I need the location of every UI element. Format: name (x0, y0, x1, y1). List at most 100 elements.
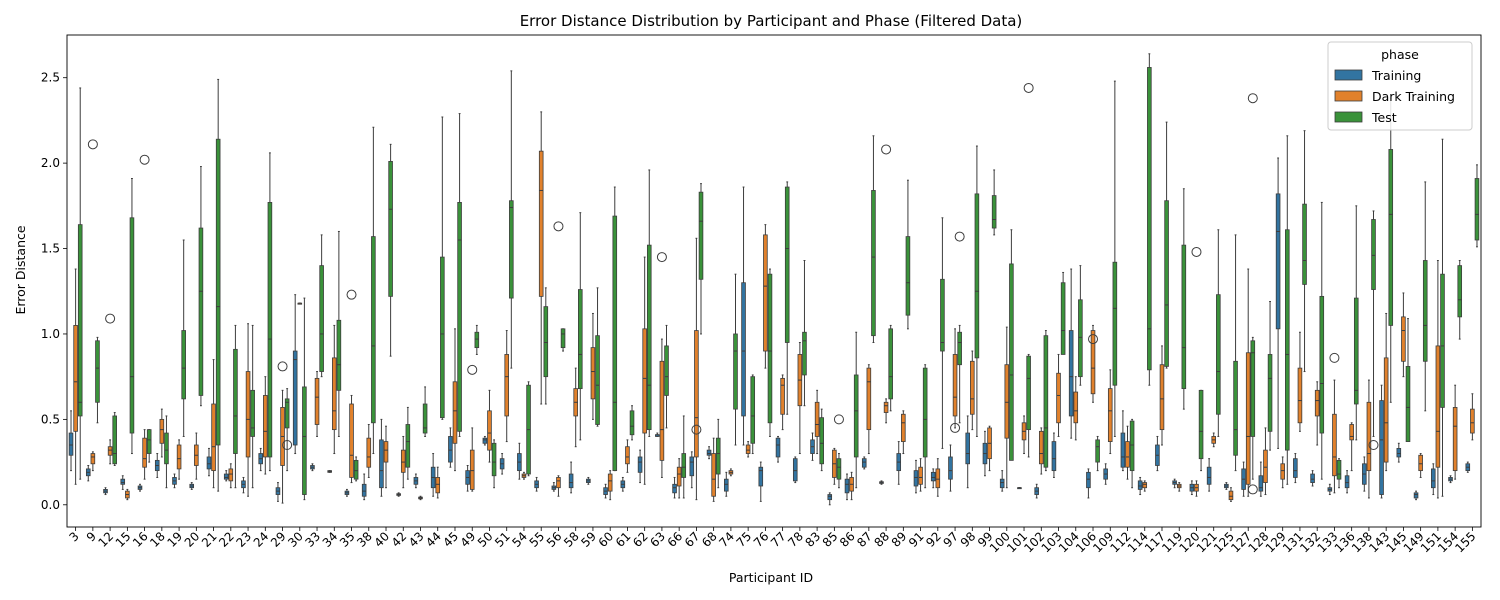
box-test-21 (215, 78, 221, 492)
box-iqr (1418, 454, 1423, 472)
box-iqr (1043, 335, 1049, 468)
box-iqr (422, 403, 428, 434)
legend-swatch (1334, 90, 1363, 102)
box-iqr (1396, 448, 1402, 458)
box-dark-training-143 (1383, 312, 1389, 472)
box-iqr (750, 376, 756, 444)
box-training-42 (396, 492, 401, 497)
box-iqr (948, 456, 953, 480)
box-iqr (681, 453, 687, 478)
box-iqr (1413, 492, 1419, 499)
box-test-86 (853, 331, 859, 489)
box-dark-training-89 (901, 410, 906, 455)
box-test-77 (784, 181, 790, 415)
box-iqr (930, 471, 936, 482)
box-iqr (509, 200, 514, 299)
box-test-131 (1302, 130, 1307, 373)
box-training-131 (1293, 453, 1298, 484)
outlier-point (950, 422, 961, 433)
box-iqr (836, 458, 842, 480)
box-iqr (784, 186, 790, 343)
box-training-20 (189, 482, 195, 490)
box-dark-training-119 (1176, 482, 1182, 492)
box-iqr (560, 328, 566, 349)
box-iqr (724, 478, 729, 492)
box-test-24 (267, 152, 273, 472)
box-training-9 (85, 465, 91, 482)
outlier-point (1247, 484, 1258, 495)
box-dark-training-87 (866, 364, 872, 455)
box-iqr (922, 367, 928, 458)
box-iqr (1401, 316, 1406, 362)
box-iqr (1422, 260, 1428, 362)
box-dark-training-60 (607, 470, 613, 501)
box-iqr (1086, 471, 1091, 489)
outlier-point (881, 144, 892, 155)
outlier-point (656, 252, 667, 263)
box-iqr (952, 354, 958, 417)
box-iqr (120, 478, 126, 485)
box-test-83 (819, 408, 824, 472)
box-dark-training-59 (590, 312, 596, 420)
box-iqr (595, 335, 600, 425)
box-dark-training-15 (125, 488, 130, 501)
box-iqr (758, 466, 764, 487)
box-test-106 (1095, 435, 1100, 472)
box-training-89 (896, 441, 902, 485)
box-iqr (1228, 490, 1234, 501)
box-iqr (866, 367, 872, 431)
box-dark-training-49 (469, 427, 475, 492)
box-iqr (1245, 352, 1251, 485)
box-dark-training-23 (245, 323, 251, 497)
box-test-60 (612, 186, 618, 472)
box-dark-training-83 (814, 389, 820, 455)
box-iqr (1181, 244, 1187, 390)
box-dark-training-66 (676, 458, 682, 499)
box-test-101 (1026, 353, 1031, 458)
box-training-60 (603, 483, 608, 499)
box-dark-training-88 (883, 398, 889, 424)
box-iqr (331, 357, 337, 431)
box-training-3 (68, 410, 74, 472)
box-iqr (733, 333, 738, 410)
box-iqr (905, 236, 911, 316)
box-iqr (935, 468, 941, 489)
box-test-20 (198, 166, 204, 407)
outlier-point (954, 231, 965, 242)
outlier-point (282, 440, 293, 450)
box-iqr (487, 410, 492, 451)
box-dark-training-18 (159, 408, 165, 458)
y-tick-label: 2.5 (41, 71, 60, 85)
box-dark-training-58 (573, 367, 578, 448)
box-iqr (1258, 475, 1264, 492)
box-dark-training-117 (1159, 345, 1165, 446)
box-dark-training-133 (1332, 379, 1337, 494)
box-iqr (1319, 295, 1325, 434)
y-tick-label: 2.0 (41, 156, 60, 170)
box-iqr (642, 328, 647, 434)
box-test-100 (1009, 229, 1014, 461)
box-test-61 (629, 405, 635, 441)
box-test-59 (595, 287, 600, 427)
box-iqr (336, 319, 342, 391)
box-dark-training-38 (366, 424, 372, 478)
box-iqr (1038, 430, 1044, 465)
box-iqr (292, 350, 298, 446)
box-training-34 (327, 470, 332, 473)
box-iqr (918, 466, 923, 485)
box-training-143 (1379, 384, 1384, 499)
box-iqr (861, 458, 867, 468)
box-iqr (1474, 178, 1480, 241)
box-iqr (745, 444, 751, 454)
box-training-35 (344, 488, 350, 497)
box-iqr (568, 473, 574, 489)
box-dark-training-21 (211, 359, 216, 489)
outlier-point (691, 424, 702, 435)
box-iqr (1060, 282, 1066, 355)
box-iqr (1206, 466, 1212, 485)
box-iqr (1125, 441, 1130, 468)
box-iqr (504, 354, 510, 417)
box-training-50 (482, 435, 488, 446)
box-dark-training-128 (1263, 427, 1268, 496)
y-axis-label: Error Distance (13, 225, 28, 314)
